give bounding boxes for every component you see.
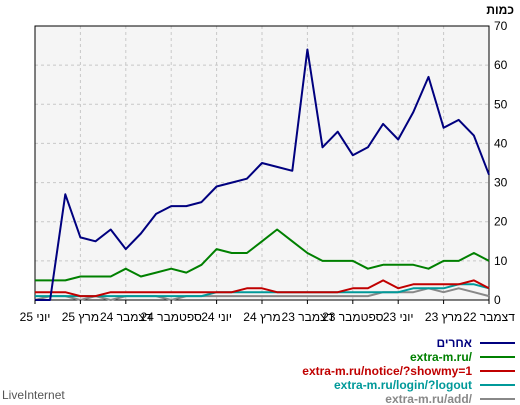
series-lines: [34, 48, 490, 301]
series-line: [35, 48, 490, 301]
y-tick-label: 50: [494, 97, 508, 111]
x-tick-label: דצמבר 22: [463, 310, 515, 324]
y-tick-label: 70: [494, 19, 508, 33]
y-axis-title: כמות: [486, 3, 514, 17]
x-tick-label: יוני 25: [20, 310, 51, 324]
y-tick-label: 10: [494, 254, 508, 268]
y-tick-label: 40: [494, 136, 508, 150]
x-tick-label: מרץ 23: [425, 310, 462, 324]
legend-label: extra-m.ru/: [410, 350, 473, 364]
liveinternet-credit[interactable]: LiveInternet: [2, 388, 65, 402]
x-tick-label: מרץ 24: [243, 310, 280, 324]
gridlines: [35, 26, 489, 300]
x-tick-label: יוני 24: [201, 310, 232, 324]
legend-label: extra-m.ru/add/: [385, 392, 472, 405]
series-line: [34, 287, 490, 301]
y-tick-label: 30: [494, 176, 508, 190]
x-tick-label: יוני 23: [383, 310, 414, 324]
x-tick-label: ספטמבר 23: [322, 310, 384, 324]
legend: אחריםextra-m.ru/extra-m.ru/notice/?showm…: [302, 336, 515, 405]
series-line: [35, 228, 490, 282]
x-tick-label: דצמבר 24: [100, 310, 152, 324]
y-axis-ticks: 0 10 20 30 40 50 60 70: [494, 19, 508, 307]
x-tick-label: דצמבר 23: [282, 310, 334, 324]
x-tick-label: ספטמבר 24: [140, 310, 202, 324]
x-tick-label: מרץ 25: [62, 310, 99, 324]
y-tick-label: 0: [494, 293, 501, 307]
series-line: [35, 279, 490, 298]
legend-label: אחרים: [436, 336, 472, 350]
legend-label: extra-m.ru/notice/?showmy=1: [302, 364, 472, 378]
y-tick-label: 20: [494, 215, 508, 229]
series-line: [35, 283, 490, 298]
y-tick-label: 60: [494, 58, 508, 72]
legend-label: extra-m.ru/login/?logout: [334, 378, 472, 392]
